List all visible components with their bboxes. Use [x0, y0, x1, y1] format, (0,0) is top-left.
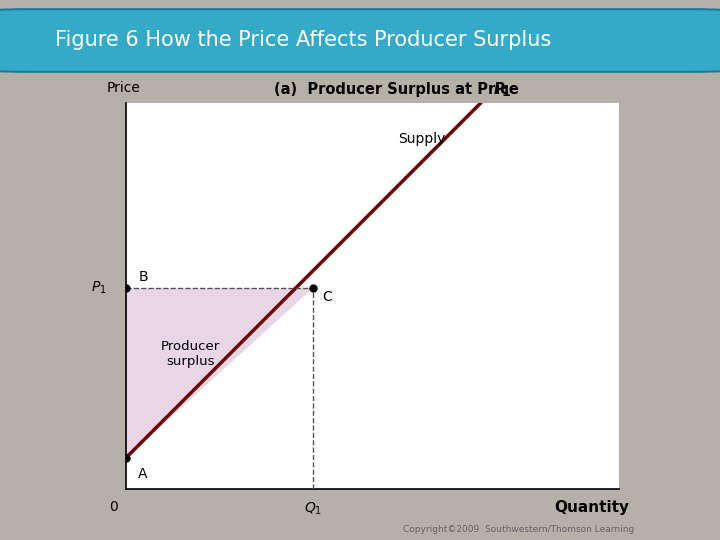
Text: $Q_1$: $Q_1$ [305, 500, 323, 517]
Text: Figure 6 How the Price Affects Producer Surplus: Figure 6 How the Price Affects Producer … [55, 30, 552, 51]
Text: B: B [138, 270, 148, 284]
Text: Quantity: Quantity [554, 500, 629, 515]
Text: 1: 1 [501, 86, 510, 99]
Polygon shape [126, 288, 313, 458]
Text: Price: Price [107, 81, 140, 95]
Text: A: A [138, 468, 148, 482]
Text: P: P [493, 82, 504, 97]
Text: Supply: Supply [398, 132, 446, 146]
Text: $P_1$: $P_1$ [91, 280, 107, 296]
Text: Copyright©2009  Southwestern/Thomson Learning: Copyright©2009 Southwestern/Thomson Lear… [402, 524, 634, 534]
Text: (a)  Producer Surplus at Price: (a) Producer Surplus at Price [274, 82, 523, 97]
FancyBboxPatch shape [0, 9, 720, 72]
Text: 0: 0 [109, 500, 118, 514]
Text: C: C [323, 290, 332, 304]
Text: Producer
surplus: Producer surplus [161, 340, 220, 368]
